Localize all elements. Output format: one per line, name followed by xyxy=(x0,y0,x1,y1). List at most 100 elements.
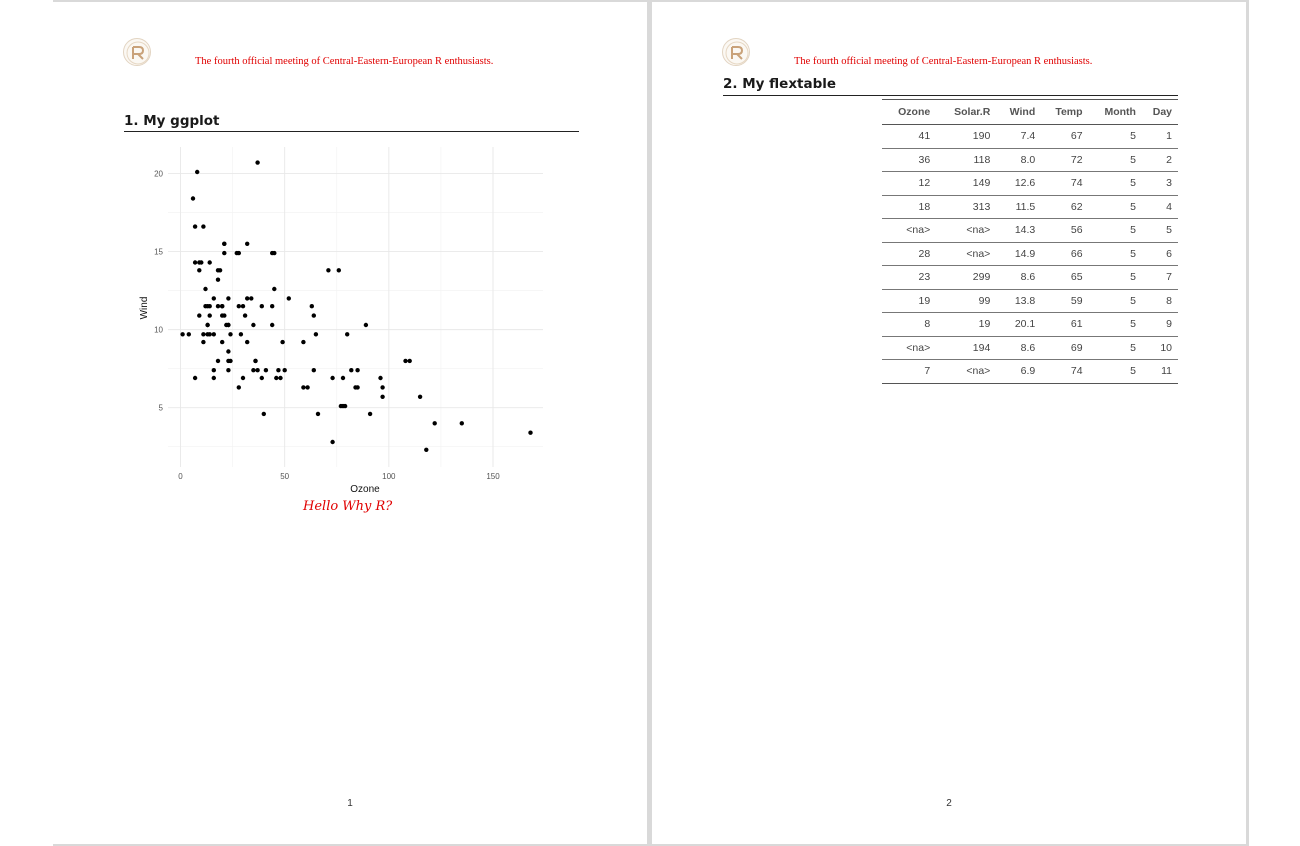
table-cell: 12 xyxy=(882,171,937,196)
table-row: 23 299 8.6 65 5 7 xyxy=(882,265,1178,290)
y-tick-label: 10 xyxy=(154,326,163,335)
data-point xyxy=(528,430,533,435)
data-point xyxy=(403,358,408,364)
data-point xyxy=(276,368,281,373)
data-point xyxy=(340,403,346,409)
data-point xyxy=(315,411,321,417)
data-point xyxy=(367,411,373,417)
table-cell: 190 xyxy=(936,124,997,149)
data-point xyxy=(242,313,248,318)
whyr-logo-icon xyxy=(722,38,750,66)
table-cell: 56 xyxy=(1041,218,1089,243)
table-cell: 5 xyxy=(1088,289,1142,313)
table-cell: 118 xyxy=(936,148,997,172)
data-point xyxy=(309,304,314,309)
data-point xyxy=(378,375,383,381)
table-cell: 5 xyxy=(1088,265,1142,290)
data-point xyxy=(195,169,200,175)
data-point xyxy=(417,394,423,399)
y-tick-label: 20 xyxy=(154,170,163,179)
table-cell: 5 xyxy=(1088,336,1142,360)
table-row: 28 <na> 14.9 66 5 6 xyxy=(882,242,1178,266)
data-point xyxy=(240,375,246,381)
table-cell: 99 xyxy=(936,289,997,313)
data-point xyxy=(190,196,196,201)
table-row: 19 99 13.8 59 5 8 xyxy=(882,289,1178,313)
data-point xyxy=(207,313,212,318)
table-cell: 194 xyxy=(936,336,997,360)
table-cell: <na> xyxy=(936,218,997,243)
x-tick-label: 150 xyxy=(486,472,500,481)
table-row: <na> 194 8.6 69 5 10 xyxy=(882,336,1178,360)
table-cell: 5 xyxy=(1088,171,1142,196)
x-tick-label: 50 xyxy=(280,472,289,481)
table-cell: 69 xyxy=(1041,336,1089,360)
table-row: 36 118 8.0 72 5 2 xyxy=(882,148,1178,172)
x-axis-label: Ozone xyxy=(350,484,380,495)
data-point xyxy=(201,224,206,229)
data-point xyxy=(207,332,212,337)
left-margin xyxy=(0,0,53,846)
data-point xyxy=(278,375,283,381)
document-page-1: The fourth official meeting of Central-E… xyxy=(53,2,647,844)
data-point xyxy=(313,332,319,337)
table-cell: <na> xyxy=(936,359,997,384)
data-point xyxy=(432,421,437,426)
data-point xyxy=(211,296,216,301)
section-title: 2. My flextable xyxy=(723,76,837,92)
data-point xyxy=(340,375,346,381)
data-point xyxy=(270,250,275,256)
data-point xyxy=(255,160,260,165)
table-row: 8 19 20.1 61 5 9 xyxy=(882,312,1178,337)
table-row: 7 <na> 6.9 74 5 11 xyxy=(882,359,1178,384)
data-point xyxy=(336,268,341,273)
data-point xyxy=(280,339,285,345)
table-cell: <na> xyxy=(882,218,937,243)
table-cell: 6.9 xyxy=(996,359,1042,384)
table-cell: 19 xyxy=(882,289,937,313)
table-cell: 5 xyxy=(1088,242,1142,266)
table-cell: <na> xyxy=(882,336,937,360)
table-cell: 19 xyxy=(936,312,997,337)
table-cell: 9 xyxy=(1141,312,1178,337)
data-point xyxy=(270,322,275,328)
data-point xyxy=(236,385,241,390)
data-point xyxy=(222,250,227,256)
data-point xyxy=(228,358,233,364)
x-tick-label: 0 xyxy=(178,472,183,481)
data-point xyxy=(305,385,310,390)
table-cell: 13.8 xyxy=(996,289,1042,313)
table-cell: 74 xyxy=(1041,359,1089,384)
table-cell: 20.1 xyxy=(996,312,1042,337)
data-point xyxy=(380,394,385,399)
data-point xyxy=(251,322,256,328)
data-point xyxy=(222,313,227,318)
table-cell: 5 xyxy=(1141,218,1178,243)
data-point xyxy=(215,268,221,273)
table-row: 12 149 12.6 74 5 3 xyxy=(882,171,1178,196)
data-point xyxy=(215,358,221,364)
data-point xyxy=(245,339,250,345)
header-text: The fourth official meeting of Central-E… xyxy=(195,56,494,67)
table-row: 41 190 7.4 67 5 1 xyxy=(882,124,1178,149)
data-point xyxy=(203,286,208,292)
y-tick-label: 5 xyxy=(159,404,164,413)
data-point xyxy=(226,349,231,354)
scatter-plot: 0 50 100 150 5 10 15 20 Ozone Wind xyxy=(139,147,543,495)
table-cell: 65 xyxy=(1041,265,1089,290)
table-cell: 149 xyxy=(936,171,997,196)
header-text: The fourth official meeting of Central-E… xyxy=(794,56,1093,67)
table-cell: 74 xyxy=(1041,171,1089,196)
table-cell: 5 xyxy=(1088,359,1142,384)
table-cell: 36 xyxy=(882,148,937,172)
table-cell: 28 xyxy=(882,242,937,266)
table-cell: 61 xyxy=(1041,312,1089,337)
data-point xyxy=(261,411,266,417)
table-row: 18 313 11.5 62 5 4 xyxy=(882,195,1178,219)
data-point xyxy=(236,304,241,309)
data-point xyxy=(407,358,412,364)
data-point xyxy=(259,304,264,309)
plot-ticks: 0 50 100 150 5 10 15 20 xyxy=(154,170,500,481)
plot-caption: Hello Why R? xyxy=(303,499,393,514)
table-cell: 5 xyxy=(1088,148,1142,172)
